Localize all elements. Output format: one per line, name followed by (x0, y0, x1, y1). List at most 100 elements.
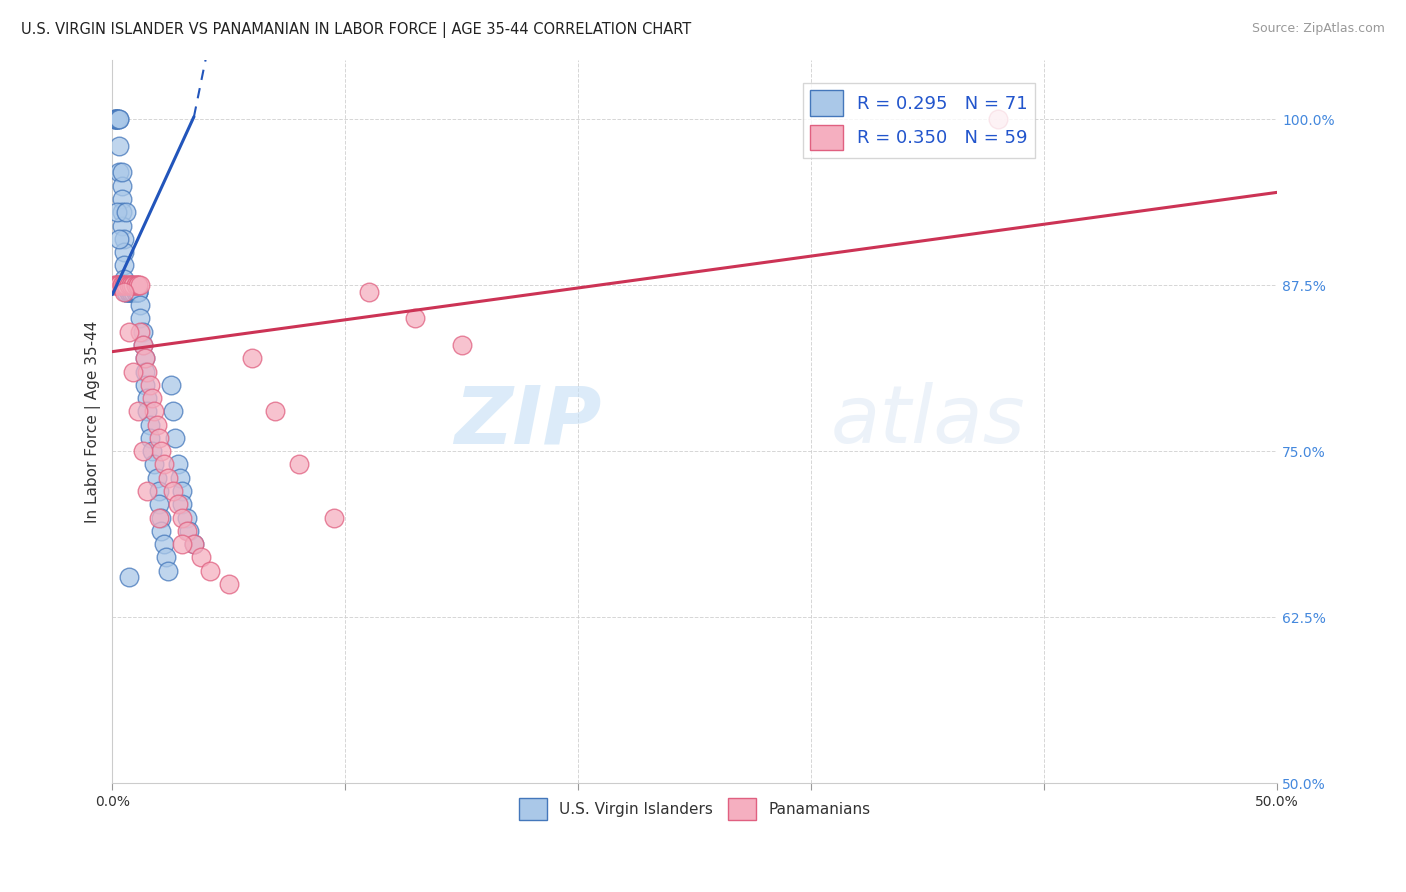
Y-axis label: In Labor Force | Age 35-44: In Labor Force | Age 35-44 (86, 320, 101, 523)
Point (134, 351, 156, 366)
Point (118, 570, 141, 584)
Point (105, 278, 128, 293)
Point (127, 278, 149, 293)
Point (112, 285, 135, 299)
Point (118, 285, 141, 299)
Point (152, 537, 174, 551)
Point (115, 285, 138, 299)
Point (111, 165, 134, 179)
Point (108, 278, 131, 293)
Point (127, 285, 149, 299)
Point (118, 278, 141, 293)
Point (115, 285, 138, 299)
Point (108, 112, 131, 127)
Point (131, 444, 153, 458)
Point (125, 285, 148, 299)
Point (157, 564, 180, 578)
Point (112, 278, 135, 293)
Point (125, 285, 148, 299)
Point (115, 205, 138, 219)
Point (111, 278, 134, 293)
Point (264, 404, 287, 418)
Point (104, 278, 127, 293)
Point (111, 219, 134, 233)
Point (105, 112, 128, 127)
Point (122, 285, 145, 299)
Point (131, 338, 153, 352)
Point (120, 285, 142, 299)
Point (162, 404, 184, 418)
Point (136, 483, 159, 498)
Point (987, 112, 1010, 127)
Point (108, 232, 131, 246)
Point (111, 278, 134, 293)
Point (108, 165, 131, 179)
Point (150, 510, 173, 524)
Point (150, 524, 173, 538)
Point (200, 564, 222, 578)
Point (125, 285, 148, 299)
Point (143, 404, 166, 418)
Point (141, 391, 163, 405)
Point (120, 278, 142, 293)
Point (145, 417, 167, 432)
Point (125, 278, 148, 293)
Point (127, 404, 149, 418)
Point (129, 278, 152, 293)
Point (104, 112, 127, 127)
Point (450, 338, 472, 352)
Point (120, 285, 142, 299)
Point (129, 298, 152, 312)
Point (166, 497, 188, 511)
Point (112, 245, 135, 260)
Point (322, 510, 344, 524)
Point (115, 278, 138, 293)
Point (108, 112, 131, 127)
Point (129, 311, 152, 326)
Point (136, 365, 159, 379)
Point (152, 458, 174, 472)
Point (218, 577, 240, 591)
Point (111, 192, 134, 206)
Point (112, 278, 135, 293)
Point (105, 278, 128, 293)
Point (120, 278, 142, 293)
Point (118, 285, 141, 299)
Point (118, 325, 141, 339)
Point (118, 278, 141, 293)
Point (104, 112, 127, 127)
Point (105, 205, 128, 219)
Point (115, 285, 138, 299)
Point (150, 444, 173, 458)
Point (112, 271, 135, 285)
Point (111, 178, 134, 193)
Point (240, 351, 263, 366)
Point (104, 112, 127, 127)
Point (288, 458, 311, 472)
Point (183, 537, 205, 551)
Point (155, 550, 177, 565)
Point (138, 431, 160, 445)
Point (138, 377, 160, 392)
Point (134, 351, 156, 366)
Point (143, 458, 166, 472)
Legend: U.S. Virgin Islanders, Panamanians: U.S. Virgin Islanders, Panamanians (513, 792, 876, 826)
Point (179, 524, 201, 538)
Point (148, 483, 170, 498)
Point (357, 285, 380, 299)
Point (118, 285, 141, 299)
Point (165, 431, 187, 445)
Point (129, 325, 152, 339)
Point (157, 471, 180, 485)
Point (120, 285, 142, 299)
Point (172, 510, 194, 524)
Point (108, 278, 131, 293)
Point (136, 391, 159, 405)
Point (162, 483, 184, 498)
Point (172, 497, 194, 511)
Point (122, 278, 145, 293)
Point (148, 431, 170, 445)
Point (131, 338, 153, 352)
Point (127, 285, 149, 299)
Point (176, 510, 198, 524)
